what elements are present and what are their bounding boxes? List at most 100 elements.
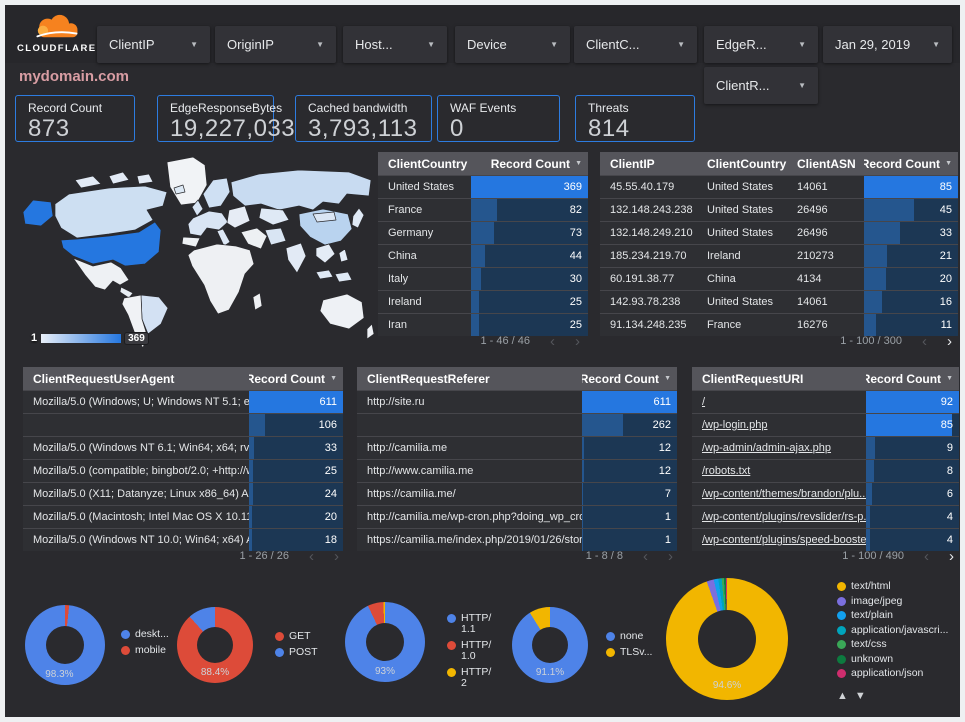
- column-header-record-count[interactable]: Record Count ▼: [866, 371, 953, 386]
- legend-down-icon[interactable]: ▼: [854, 690, 866, 702]
- record-count-bar: 24: [249, 483, 343, 505]
- prev-page-icon: ‹: [643, 547, 648, 565]
- http-version-donut-chart[interactable]: 93%: [345, 602, 425, 682]
- column-header[interactable]: ClientRequestUserAgent: [33, 371, 175, 386]
- legend-item: application/json: [837, 668, 960, 679]
- record-count-bar: 92: [866, 391, 959, 413]
- table-row: /wp-content/themes/brandon/plu... 6: [692, 482, 959, 505]
- record-count-bar: 30: [471, 268, 588, 290]
- column-header[interactable]: ClientRequestReferer: [367, 371, 490, 386]
- column-header[interactable]: ClientRequestURI: [702, 371, 804, 386]
- legend-dot: [837, 640, 846, 649]
- filter-clientrequest[interactable]: ClientR... ▼: [704, 67, 818, 104]
- uri-link[interactable]: /wp-content/plugins/speed-booste...: [702, 534, 866, 546]
- map-legend-max: 369: [125, 332, 148, 344]
- uri-link[interactable]: /wp-admin/admin-ajax.php: [702, 442, 832, 454]
- prev-page-icon: ‹: [550, 332, 555, 350]
- cell: http://camilia.me/wp-cron.php?doing_wp_c…: [367, 511, 582, 523]
- column-header-record-count[interactable]: Record Count ▼: [490, 156, 582, 171]
- world-map[interactable]: 1 369: [17, 152, 377, 352]
- cell: Mozilla/5.0 (Windows; U; Windows NT 5.1;…: [33, 396, 249, 408]
- http-method-donut-chart[interactable]: 88.4%: [177, 607, 253, 683]
- table-row: http://camilia.me 12: [357, 436, 677, 459]
- cell: /robots.txt: [692, 460, 866, 482]
- legend-item: none: [606, 631, 652, 642]
- content-type-donut-chart[interactable]: 94.6%: [666, 578, 788, 700]
- scorecard-record-count: Record Count 873: [15, 95, 135, 142]
- table-row: Mozilla/5.0 (Windows; U; Windows NT 5.1;…: [23, 390, 343, 413]
- legend-item: POST: [275, 647, 318, 658]
- uri-link[interactable]: /wp-content/themes/brandon/plu...: [702, 488, 866, 500]
- sort-desc-icon: ▼: [330, 375, 337, 382]
- record-count-bar: 16: [864, 291, 958, 313]
- cell: /: [692, 391, 866, 413]
- map-china: [298, 208, 353, 246]
- column-header[interactable]: ClientASN: [797, 156, 856, 171]
- table-row: Germany 73: [378, 221, 588, 244]
- cell: /wp-content/plugins/speed-booste...: [692, 529, 866, 551]
- map-legend-min: 1: [31, 332, 38, 344]
- map-iran: [264, 227, 287, 246]
- record-count-bar: 106: [249, 414, 343, 436]
- filter-device[interactable]: Device ▼: [455, 26, 570, 63]
- next-page-icon[interactable]: ›: [947, 332, 952, 350]
- filter-clientcountry[interactable]: ClientC... ▼: [574, 26, 697, 63]
- filter-originip[interactable]: OriginIP ▼: [215, 26, 336, 63]
- record-count-bar: 25: [471, 314, 588, 336]
- cloudflare-cloud-icon: [36, 14, 78, 38]
- filter-clientip[interactable]: ClientIP ▼: [97, 26, 210, 63]
- date-range-picker[interactable]: Jan 29, 2019 ▼: [823, 26, 952, 63]
- table-row: http://site.ru 611: [357, 390, 677, 413]
- record-count-bar: 18: [249, 529, 343, 551]
- record-count-bar: 262: [582, 414, 677, 436]
- uri-link[interactable]: /: [702, 396, 706, 408]
- uri-link[interactable]: /robots.txt: [702, 465, 751, 477]
- table-row: http://camilia.me/wp-cron.php?doing_wp_c…: [357, 505, 677, 528]
- legend-up-icon[interactable]: ▲: [837, 690, 848, 702]
- column-header[interactable]: ClientCountry: [707, 156, 787, 171]
- column-header[interactable]: ClientIP: [610, 156, 655, 171]
- cell: Germany: [388, 227, 434, 239]
- record-count-bar: 44: [471, 245, 588, 267]
- table-row: Mozilla/5.0 (X11; Datanyze; Linux x86_64…: [23, 482, 343, 505]
- map-legend-gradient: [41, 333, 122, 343]
- table-row: 60.191.38.77 China 4134 20: [600, 267, 958, 290]
- uri-link[interactable]: /wp-content/plugins/revslider/rs-p...: [702, 511, 866, 523]
- column-header-record-count[interactable]: Record Count ▼: [582, 371, 671, 386]
- filter-host[interactable]: Host... ▼: [343, 26, 447, 63]
- record-count-bar: 33: [864, 222, 958, 244]
- uri-link[interactable]: /wp-login.php: [702, 419, 768, 431]
- legend-item: GET: [275, 631, 318, 642]
- map-mexico: [72, 257, 130, 291]
- record-count-bar: 1: [582, 529, 677, 551]
- legend-item: text/html: [837, 581, 960, 592]
- table-row: France 82: [378, 198, 588, 221]
- cell: China: [707, 273, 736, 285]
- legend-item: TLSv...: [606, 647, 652, 658]
- table-row: Ireland 25: [378, 290, 588, 313]
- column-header-record-count[interactable]: Record Count ▼: [249, 371, 337, 386]
- cell: http://site.ru: [367, 396, 425, 408]
- record-count-bar: 9: [866, 437, 959, 459]
- column-header[interactable]: ClientCountry: [388, 156, 468, 171]
- tls-version-donut-chart[interactable]: 91.1%: [512, 607, 588, 683]
- device-type-donut-chart[interactable]: 98.3%: [25, 605, 105, 685]
- legend-scroll-arrows: ▲ ▼: [837, 690, 866, 702]
- table-row: 132.148.249.210 United States 26496 33: [600, 221, 958, 244]
- map-australia: [319, 293, 365, 330]
- record-count-bar: 369: [471, 176, 588, 198]
- cloudflare-logo: CLOUDFLARE: [17, 13, 95, 54]
- country-table-pagination: 1 - 46 / 46 ‹ ›: [480, 332, 580, 350]
- cell: Ireland: [707, 250, 741, 262]
- legend-dot: [275, 632, 284, 641]
- cell: United States: [707, 204, 774, 216]
- cell: Mozilla/5.0 (compatible; bingbot/2.0; +h…: [33, 465, 249, 477]
- column-header-record-count[interactable]: Record Count ▼: [864, 156, 952, 171]
- filter-edgeresponse[interactable]: EdgeR... ▼: [704, 26, 818, 63]
- record-count-bar: 25: [249, 460, 343, 482]
- donut-percent-label: 93%: [374, 666, 396, 677]
- legend-dot: [606, 632, 615, 641]
- chevron-down-icon: ▼: [190, 40, 198, 49]
- cell: 91.134.248.235: [610, 319, 687, 331]
- next-page-icon[interactable]: ›: [949, 547, 954, 565]
